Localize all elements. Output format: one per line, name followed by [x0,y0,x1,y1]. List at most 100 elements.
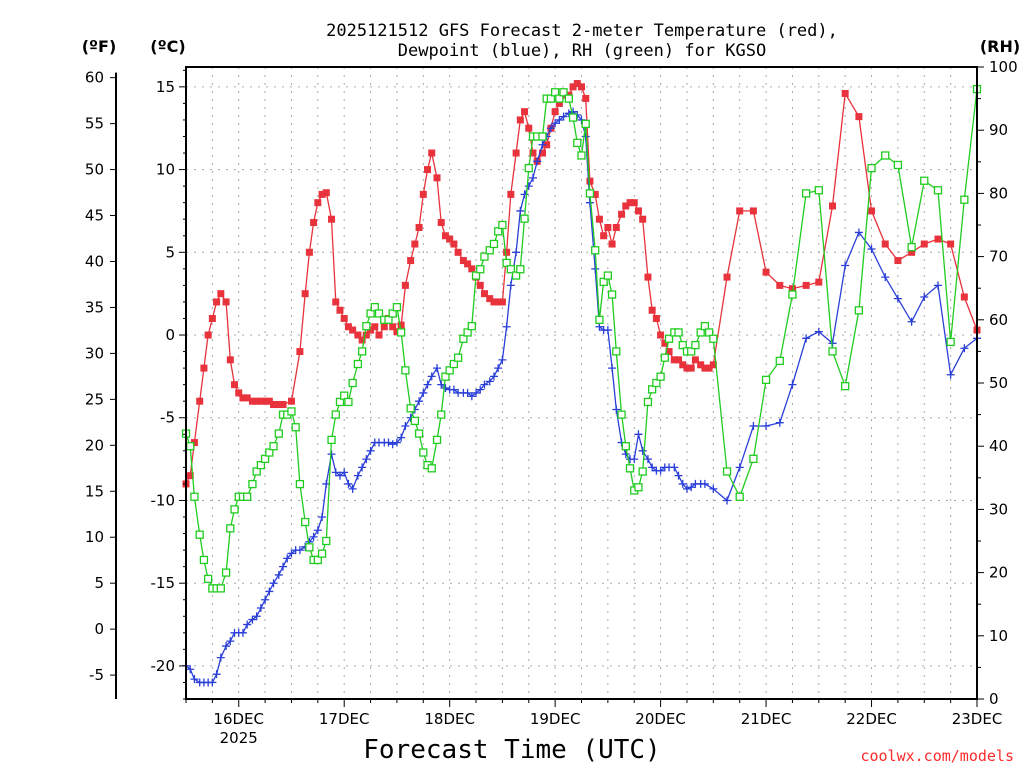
dewpoint-point [222,642,231,651]
dewpoint-point [243,620,252,629]
rh-point [295,479,305,489]
temperature-point [328,215,336,223]
dewpoint-point [265,587,274,596]
rh-point [524,163,533,173]
rh-point [516,265,525,274]
series-layer [181,80,982,687]
dewpoint-point [463,388,472,397]
rh-point [761,375,771,384]
temperature-point [665,348,673,356]
dewpoint-point [709,484,718,493]
x-tick-label: 17DEC [319,710,370,728]
rh-tick-label: 0 [989,690,999,708]
rh-point [437,410,446,419]
rh-point [327,435,336,445]
rh-point [854,306,864,315]
rh-point [595,315,604,324]
temperature-point [358,336,366,344]
rh-point [494,227,503,236]
temperature-point [612,223,620,231]
temperature-point [525,124,533,132]
rh-point [674,328,683,337]
dewpoint-point [388,440,397,449]
temperature-point [573,80,581,88]
rh-point [410,416,420,426]
dewpoint-point [283,554,292,563]
temperature-point [881,240,889,248]
temperature-point [344,323,352,331]
rh-point [573,138,582,147]
dewpoint-point [559,112,568,121]
temperature-point [424,166,432,174]
dewpoint-point [612,405,621,414]
temperature-point [186,472,194,480]
dewpoint-point [309,532,318,541]
dewpoint-point [634,430,643,439]
rh-point [612,347,621,356]
rh-point [287,407,296,416]
rh-point [585,189,595,198]
temperature-point [446,235,454,243]
dewpoint-point [678,479,687,488]
temperature-point [934,235,942,243]
dewpoint-point [762,422,771,431]
rh-point [384,315,393,324]
x-tick-label: 18DEC [424,710,475,728]
rh-point [406,404,415,413]
rh-point [186,442,195,451]
celsius-unit-label: (ºC) [150,37,185,56]
dewpoint-point [670,463,679,472]
fahrenheit-tick-label: 5 [94,574,104,592]
axes-layer: -20-15-10-5051015-5051015202530354045505… [85,58,1018,747]
temperature-point [490,298,498,306]
temperature-point [516,116,524,124]
temperature-point [389,323,397,331]
rh-point [305,543,314,552]
dewpoint-point [415,397,424,406]
rh-point [489,239,499,249]
temperature-point [367,326,375,334]
dewpoint-point [279,562,288,571]
site-credit: coolwx.com/models [860,747,1014,765]
rh-point [828,347,837,356]
celsius-tick-label: -5 [160,409,175,427]
temperature-point [555,99,563,107]
temperature-point [802,281,810,289]
temperature-point [701,364,709,372]
rh-point [691,340,700,350]
temperature-point [679,361,687,369]
rh-point [340,391,349,400]
dewpoint-point [261,595,270,604]
temperature-point [468,265,476,273]
dewpoint-point [595,322,604,331]
temperature-point [569,83,577,91]
temperature-point [270,401,278,409]
temperature-point [296,348,304,356]
dewpoint-point [449,385,458,394]
rh-point [634,483,643,492]
dewpoint-point [907,317,916,326]
dewpoint-point [841,261,850,270]
rh-point [648,385,657,394]
x-axis-label: Forecast Time (UTC) [363,735,660,765]
dewpoint-point [506,281,515,290]
x-tick-label: 21DEC [741,710,792,728]
dewpoint-point [344,479,353,488]
rh-point [331,410,340,419]
rh-point [841,382,850,391]
temperature-point [190,439,198,447]
temperature-point [208,314,216,322]
temperature-point [464,260,472,268]
dewpoint-point [555,115,564,124]
temperature-point [200,364,208,372]
rh-point [221,568,231,577]
dewpoint-point [656,466,665,475]
celsius-tick-label: 0 [165,326,175,344]
temperature-point [415,223,423,231]
rh-point [317,549,327,558]
dewpoint-point [854,228,863,237]
dewpoint-point [384,438,393,447]
celsius-tick-label: -20 [151,657,176,675]
rh-point [467,321,476,331]
temperature-point [235,389,243,397]
